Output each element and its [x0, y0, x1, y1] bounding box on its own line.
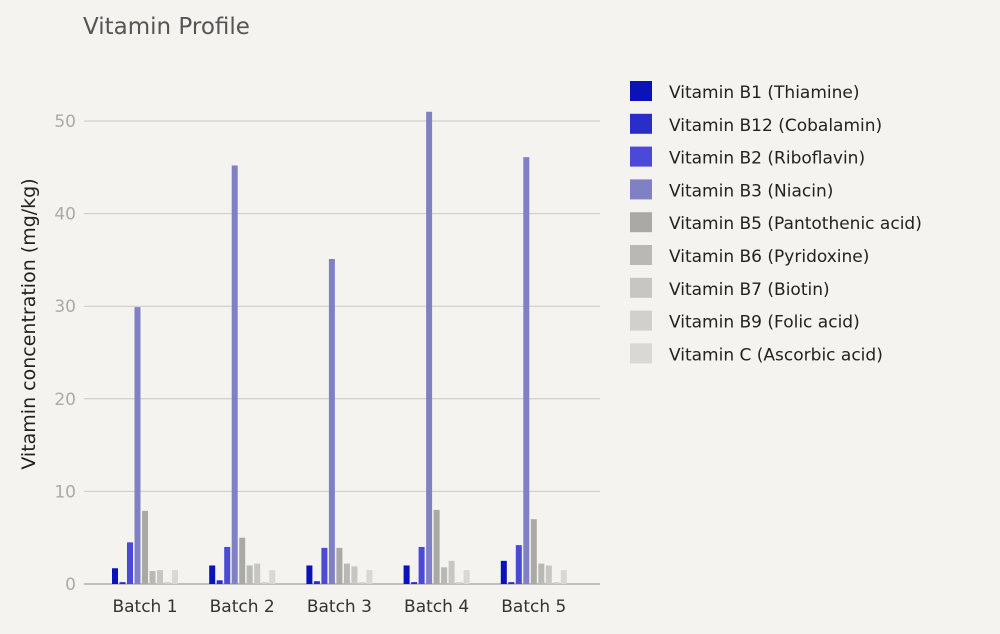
bar	[127, 542, 133, 584]
bar	[553, 582, 560, 584]
bar	[134, 307, 141, 584]
legend-label: Vitamin B12 (Cobalamin)	[669, 116, 882, 136]
bar	[142, 510, 148, 584]
bar	[231, 165, 238, 584]
legend-label: Vitamin B9 (Folic acid)	[669, 313, 860, 333]
bars	[112, 111, 567, 585]
bar	[209, 565, 216, 584]
bar	[336, 547, 343, 584]
legend: Vitamin B1 (Thiamine) Vitamin B12 (Cobala…	[630, 81, 922, 365]
bar	[530, 519, 537, 584]
bar	[313, 581, 320, 584]
bar	[523, 157, 530, 584]
bar	[441, 567, 448, 584]
y-tick-label: 0	[65, 575, 76, 595]
x-tick-label: Batch 1	[112, 597, 177, 617]
legend-swatch	[630, 146, 652, 167]
x-tick-label: Batch 3	[307, 597, 372, 617]
bar	[261, 582, 268, 584]
bar	[418, 546, 425, 584]
bar	[157, 570, 163, 584]
bar	[246, 565, 253, 584]
bar	[358, 582, 365, 584]
legend-swatch	[630, 277, 652, 298]
y-tick-label: 10	[54, 482, 76, 502]
y-tick-label: 20	[54, 390, 76, 410]
bar	[149, 571, 156, 584]
bar	[508, 582, 515, 584]
bar	[112, 568, 118, 584]
bar	[306, 565, 313, 584]
legend-label: Vitamin B1 (Thiamine)	[669, 83, 860, 103]
bar	[448, 560, 455, 584]
bar	[366, 570, 373, 584]
y-tick-labels: 0 10 20 30 40 50	[54, 112, 76, 595]
bar	[216, 580, 223, 584]
legend-label: Vitamin B2 (Riboflavin)	[669, 149, 865, 169]
chart-title: Vitamin Profile	[83, 14, 250, 40]
gridlines	[84, 120, 600, 585]
x-tick-label: Batch 4	[404, 597, 469, 617]
legend-label: Vitamin B5 (Pantothenic acid)	[669, 214, 922, 234]
bar	[426, 111, 433, 585]
legend-swatch	[630, 343, 652, 364]
x-tick-label: Batch 5	[501, 597, 566, 617]
legend-swatch	[630, 113, 652, 134]
legend-swatch	[630, 179, 652, 200]
bar	[411, 582, 418, 584]
bar	[403, 565, 410, 584]
y-tick-label: 50	[54, 112, 76, 132]
y-axis-label: Vitamin concentration (mg/kg)	[18, 178, 40, 469]
bar	[321, 547, 328, 584]
bar	[224, 546, 231, 584]
bar	[164, 582, 171, 584]
bar	[172, 570, 178, 584]
y-tick-label: 40	[54, 205, 76, 225]
bar	[560, 570, 567, 584]
legend-label: Vitamin B6 (Pyridoxine)	[669, 247, 869, 267]
legend-label: Vitamin B7 (Biotin)	[669, 280, 830, 300]
x-tick-label: Batch 2	[210, 597, 275, 617]
legend-swatch	[630, 81, 652, 101]
bar	[433, 509, 440, 584]
bar	[456, 582, 463, 584]
bar	[254, 563, 261, 584]
legend-label: Vitamin C (Ascorbic acid)	[669, 345, 883, 365]
bar	[538, 563, 545, 584]
bar	[500, 560, 507, 584]
legend-swatch	[630, 212, 652, 233]
legend-swatch	[630, 245, 652, 265]
bar	[351, 566, 358, 584]
legend-label: Vitamin B3 (Niacin)	[669, 181, 833, 201]
bar	[119, 582, 126, 584]
bar	[515, 545, 522, 584]
bar	[239, 537, 246, 584]
y-tick-label: 30	[54, 297, 76, 317]
bar	[463, 570, 470, 584]
bar	[328, 258, 335, 584]
bar	[545, 565, 552, 584]
legend-swatch	[630, 310, 652, 331]
bar	[269, 570, 276, 584]
bar	[343, 563, 350, 584]
x-tick-labels: Batch 1 Batch 2 Batch 3 Batch 4 Batch 5	[112, 597, 566, 617]
